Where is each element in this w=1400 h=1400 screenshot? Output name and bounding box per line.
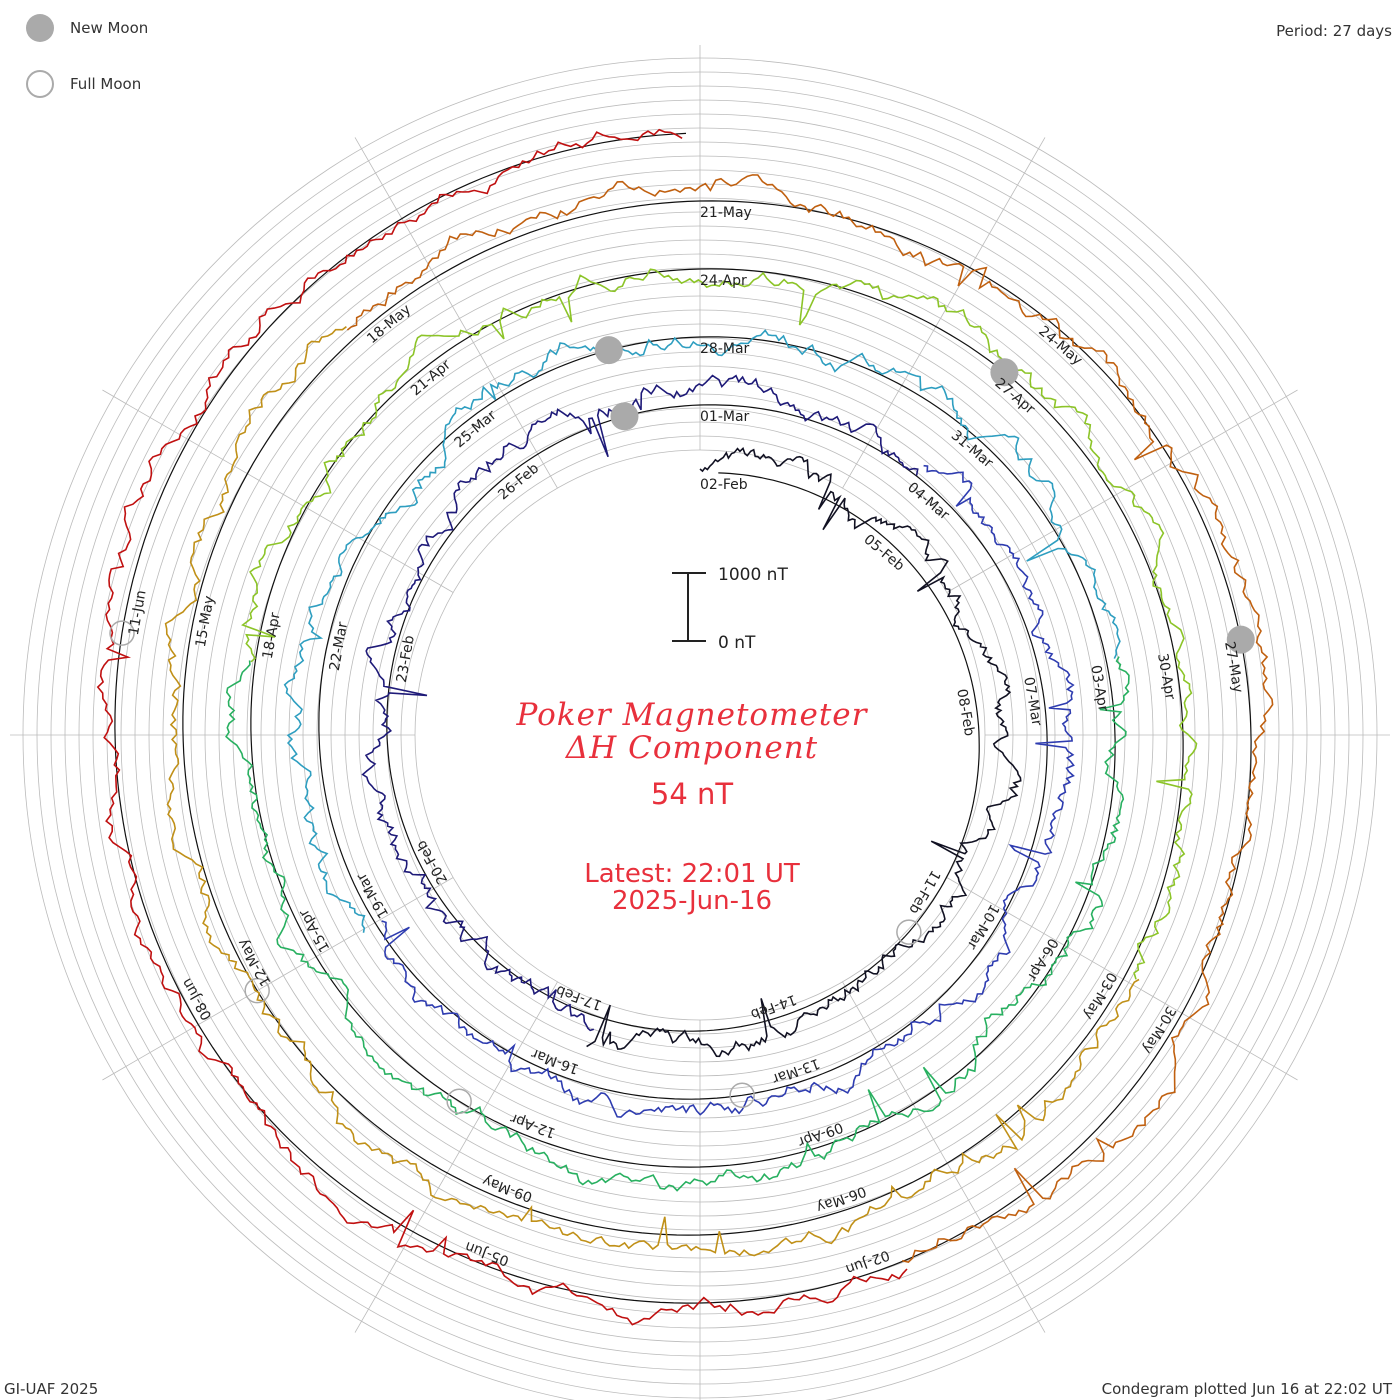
full-moon-marker [109,620,135,646]
radial-grid-line [354,137,558,489]
latest-time: Latest: 22:01 UT [584,859,800,889]
data-trace-segment [381,464,1075,1118]
data-trace-segment [346,174,1274,1263]
date-tick-label: 09-May [480,1172,534,1205]
date-tick-label: 03-Apr [1087,664,1111,713]
date-tick-label: 09-Apr [795,1119,845,1150]
full-moon-icon [26,70,54,98]
period-label: Period: 27 days [1276,22,1392,40]
legend-new-moon-label: New Moon [70,19,149,37]
legend-full-moon-label: Full Moon [70,75,142,93]
radial-grid-line [102,389,454,593]
credit-label: GI-UAF 2025 [4,1380,99,1398]
date-tick-label: 30-Apr [1154,652,1178,701]
latest-date: 2025-Jun-16 [611,886,773,916]
radial-grid-line [842,137,1046,489]
current-value: 54 nT [650,777,734,811]
date-tick-label: 12-Apr [508,1110,558,1141]
data-traces [96,128,1274,1326]
scale-bar: 1000 nT 0 nT [672,565,788,653]
full-moon-marker [896,919,922,945]
radial-grid-line [946,389,1298,593]
chart-subtitle: ΔH Component [565,730,819,766]
data-trace-segment [283,329,1121,933]
scale-bar-top-label: 1000 nT [718,565,788,585]
date-tick-label: 02-Jun [843,1246,891,1277]
date-tick-label: 21-May [700,205,752,221]
data-trace-segment [241,268,1198,980]
radial-grid-line [842,981,1046,1333]
plotted-timestamp: Condegram plotted Jun 16 at 22:02 UT [1101,1380,1392,1398]
legend-new-moon: New Moon [26,12,148,44]
radial-grid-lines [10,45,1390,1400]
new-moon-icon [26,14,54,42]
full-moon-marker [729,1082,755,1109]
data-trace-segment [164,326,1140,1257]
scale-bar-bottom-label: 0 nT [718,633,756,653]
chart-title: Poker Magnetometer [516,697,868,733]
moon-markers [109,336,1255,1114]
baseline-spiral-path [114,132,1252,1304]
data-trace-segment [586,446,1022,1058]
new-moon-marker [990,358,1019,387]
date-tick-label: 22-Mar [327,620,351,672]
new-moon-marker [1226,625,1255,654]
radial-grid-line [354,981,558,1333]
legend-full-moon: Full Moon [26,68,141,100]
date-tick-label: 11-Jun [126,589,150,637]
full-moon-marker [244,977,270,1004]
date-tick-label: 24-Apr [700,273,747,289]
date-tick-label: 01-Mar [700,409,750,425]
data-trace-segment [361,374,919,1032]
data-trace-segment [96,128,908,1326]
date-tick-label: 06-May [814,1183,868,1216]
radial-grid-line [102,877,454,1081]
new-moon-marker [594,336,623,365]
baseline-spiral [114,132,1252,1304]
date-tick-label: 28-Mar [700,341,750,357]
date-tick-label: 14-Feb [748,991,798,1022]
full-moon-marker [446,1088,472,1114]
data-trace-segment [225,656,1130,1192]
date-tick-label: 02-Feb [700,477,748,493]
new-moon-marker [610,402,639,431]
